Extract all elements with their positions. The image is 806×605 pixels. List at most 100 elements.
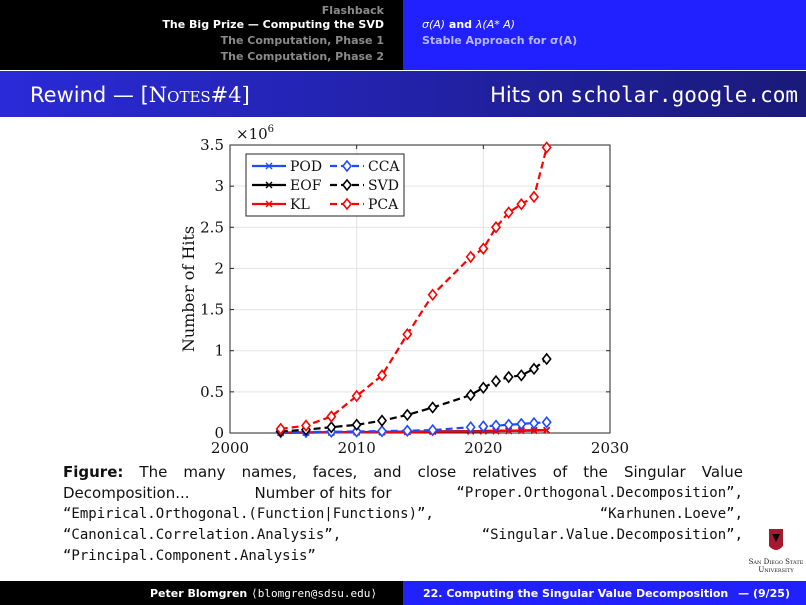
title-suffix: #4]	[210, 83, 250, 107]
footer-author: Peter Blomgren ⟨blomgren@sdsu.edu⟩	[0, 581, 403, 605]
subsection-navigation: σ(A) and λ(A* A) Stable Approach for σ(A…	[403, 0, 806, 70]
data-point-cca	[376, 424, 388, 438]
y-tick-label: 1.5	[200, 301, 224, 319]
data-point-kl	[517, 427, 525, 435]
caption-line-1: Figure: The many names, faces, and close relat…	[63, 462, 743, 483]
university-logo: San Diego State University	[749, 529, 804, 574]
hits-chart: 2000 2010 2020 2030 0 0.5 1 1.5 2 2.5 3 3.5 ×106 Numb…	[179, 124, 629, 457]
data-point-cca	[516, 417, 527, 431]
caption-word: the	[583, 463, 608, 481]
x-tick-label: 2010	[338, 439, 376, 457]
lecture-title: 22. Computing the Singular Value Decompo…	[423, 587, 729, 600]
data-point-svd	[376, 414, 388, 427]
data-point-pca	[516, 197, 527, 211]
legend-label-svd: SVD	[368, 178, 399, 194]
caption-word: of	[552, 463, 568, 481]
sigma-text: σ(A)	[422, 18, 446, 31]
data-point-cca	[351, 425, 362, 438]
multiplier-exponent: 6	[268, 124, 274, 135]
data-point-cca	[541, 416, 552, 429]
data-point-cca	[478, 420, 489, 433]
data-point-svd	[402, 408, 413, 422]
caption-line-5: “Principal.Component.Analysis”	[63, 546, 743, 567]
query-pod: “Proper.Orthogonal.Decomposition”,	[456, 485, 743, 501]
legend-label-kl: KL	[290, 197, 310, 213]
nav-item-phase-1[interactable]: The Computation, Phase 1	[220, 34, 384, 47]
data-point-svd	[528, 362, 540, 376]
caption-word: Value	[701, 463, 743, 481]
series-line-pca	[280, 147, 548, 430]
caption-word: relatives	[472, 463, 537, 481]
nav-item-sigma-lambda[interactable]: σ(A) and λ(A* A)	[422, 18, 515, 32]
data-point-pca	[376, 369, 388, 382]
y-tick-label: 3.5	[200, 136, 224, 154]
caption-line-4: “Canonical.Correlation.Analysis”, “Singu…	[63, 525, 743, 546]
caption-line-2: Decomposition... Number of hits for “Pro…	[63, 483, 743, 504]
legend-label-eof: EOF	[290, 178, 322, 194]
data-point-cca	[528, 416, 540, 430]
y-tick-label: 0.5	[200, 383, 224, 401]
title-notes: Notes	[148, 83, 211, 107]
nav-item-big-prize[interactable]: The Big Prize — Computing the SVD	[162, 18, 384, 31]
caption-word: many	[183, 463, 226, 481]
caption-text: Number of hits for	[254, 484, 392, 502]
y-tick-label: 2.5	[200, 218, 224, 236]
data-point-cca	[427, 423, 438, 437]
slide-subtitle: Hits on scholar.google.com	[490, 83, 798, 107]
data-point-pca	[503, 206, 514, 219]
slide-title: Rewind — [Notes#4]	[30, 83, 250, 107]
legend-marker-svd	[341, 178, 353, 192]
nav-item-stable-approach[interactable]: Stable Approach for σ(A)	[422, 34, 578, 47]
caption-word: close	[417, 463, 457, 481]
lambda-text: λ(A* A)	[475, 18, 516, 31]
query-svd: “Singular.Value.Decomposition”,	[481, 527, 743, 543]
and-text: and	[445, 18, 476, 31]
subtitle-prefix: Hits on	[490, 83, 571, 107]
legend-marker-pod	[265, 162, 273, 170]
legend-marker-cca	[341, 159, 353, 173]
data-point-cca	[402, 424, 413, 437]
data-point-pca	[275, 422, 286, 436]
y-multiplier: ×106	[236, 124, 274, 143]
multiplier-base: ×10	[236, 125, 268, 143]
query-pca: “Principal.Component.Analysis”	[63, 548, 316, 564]
data-point-pca	[351, 389, 362, 403]
caption-word: faces,	[312, 463, 358, 481]
y-tick-label: 1	[214, 342, 224, 360]
data-point-pca	[427, 288, 438, 302]
caption-word: names,	[241, 463, 297, 481]
caption-text: Decomposition...	[63, 484, 190, 502]
section-navigation: Flashback The Big Prize — Computing the …	[0, 0, 403, 70]
data-point-kl	[543, 426, 551, 434]
data-point-cca	[503, 418, 514, 432]
data-point-svd	[465, 388, 476, 402]
axes-box	[229, 144, 611, 434]
legend-label-cca: CCA	[368, 159, 400, 175]
nav-item-phase-2[interactable]: The Computation, Phase 2	[220, 50, 384, 63]
legend-marker-eof	[265, 181, 273, 189]
caption-line-3: “Empirical.Orthogonal.(Function|Function…	[63, 504, 743, 525]
nav-item-flashback[interactable]: Flashback	[321, 4, 384, 17]
legend-marker-kl	[265, 200, 273, 208]
subtitle-site: scholar.google.com	[570, 83, 798, 107]
y-axis-label: Number of Hits	[179, 226, 198, 352]
y-tick-label: 2	[214, 259, 224, 277]
logo-text-line-2: University	[758, 566, 794, 574]
data-point-pca	[541, 141, 552, 154]
x-tick-label: 2000	[211, 439, 249, 457]
data-point-svd	[427, 401, 438, 414]
data-point-svd	[478, 381, 489, 395]
x-tick-label: 2020	[464, 439, 502, 457]
data-point-kl	[530, 427, 538, 435]
data-point-pca	[465, 250, 476, 264]
figure-caption: Figure: The many names, faces, and close relat…	[63, 462, 743, 567]
data-point-cca	[490, 419, 502, 432]
data-point-pca	[326, 410, 337, 423]
series-line-cca	[280, 421, 547, 434]
shield-mark-icon	[772, 534, 780, 542]
query-eof: “Empirical.Orthogonal.(Function|Function…	[63, 506, 434, 522]
page-number: — (9/25)	[738, 587, 790, 600]
legend-marker-pca	[341, 197, 353, 211]
legend-label-pca: PCA	[368, 197, 399, 213]
frame-title: Rewind — [Notes#4] Hits on scholar.googl…	[0, 71, 806, 117]
